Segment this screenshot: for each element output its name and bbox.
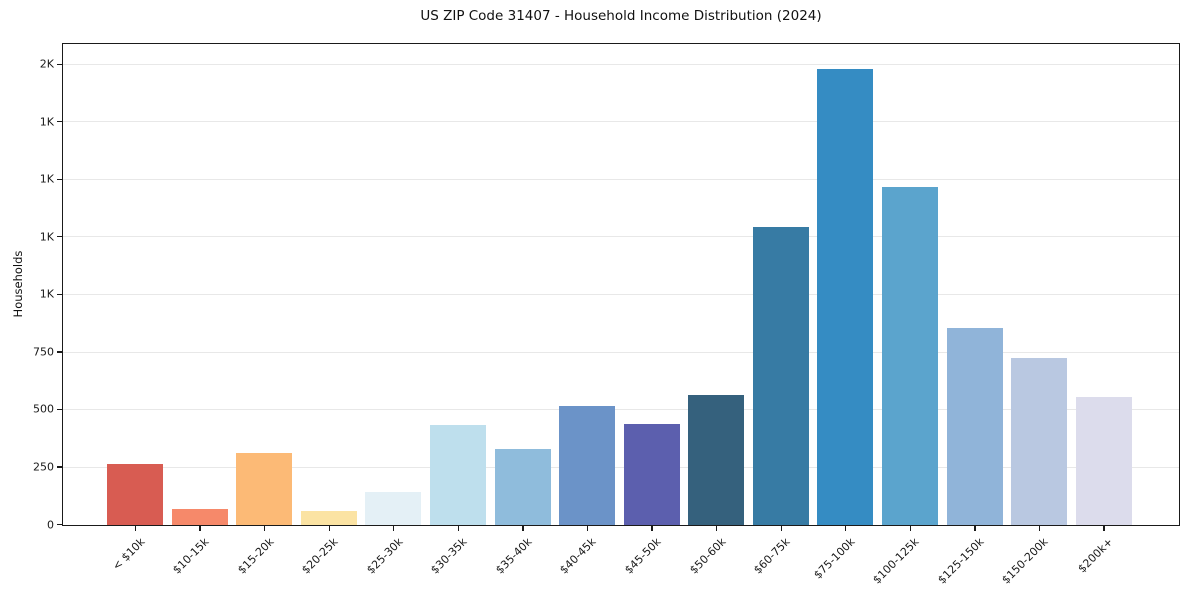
x-tick-mark: [134, 526, 137, 531]
bar: [1075, 397, 1132, 525]
y-tick-label: 1K: [39, 115, 54, 129]
bar: [1011, 358, 1068, 525]
bar: [623, 423, 680, 525]
y-tick-mark: [57, 63, 62, 65]
y-tick-label: 750: [33, 345, 54, 359]
gridline: [63, 351, 1179, 353]
x-tick-mark: [393, 526, 395, 531]
bar: [171, 508, 228, 525]
chart-title: US ZIP Code 31407 - Household Income Dis…: [420, 8, 822, 24]
gridline: [63, 236, 1179, 238]
y-tick-mark: [57, 293, 62, 296]
x-tick-mark: [780, 526, 782, 531]
y-tick-label: 1K: [39, 172, 54, 186]
gridline: [63, 121, 1179, 123]
x-tick-mark: [586, 526, 589, 531]
x-tick-mark: [1103, 526, 1105, 531]
bar: [300, 511, 357, 525]
gridline: [63, 466, 1179, 468]
x-tick-mark: [1038, 526, 1041, 531]
bar: [365, 491, 422, 525]
gridline: [63, 63, 1179, 65]
bar: [752, 226, 809, 525]
bar: [881, 186, 938, 525]
y-tick-label: 500: [33, 402, 54, 416]
bar: [429, 424, 486, 525]
y-tick-mark: [57, 236, 62, 238]
gridline: [63, 178, 1179, 180]
x-tick-mark: [328, 526, 330, 531]
y-tick-mark: [57, 351, 62, 353]
gridline: [63, 409, 1179, 411]
y-tick-mark: [57, 121, 62, 123]
bar: [946, 328, 1003, 525]
bar: [107, 464, 164, 525]
x-tick-mark: [909, 526, 911, 531]
x-tick-mark: [522, 526, 524, 531]
x-tick-mark: [974, 526, 976, 531]
x-tick-mark: [715, 526, 718, 531]
y-tick-label: 0: [47, 518, 54, 532]
plot-area: [62, 43, 1180, 526]
y-tick-mark: [57, 178, 62, 180]
y-tick-mark: [57, 408, 62, 411]
x-tick-mark: [651, 526, 653, 531]
x-tick-mark: [199, 526, 201, 531]
bar: [817, 69, 874, 525]
x-tick-mark: [845, 526, 847, 531]
bar: [494, 449, 551, 525]
y-tick-label: 250: [33, 460, 54, 474]
y-tick-mark: [57, 523, 62, 526]
y-tick-label: 1K: [39, 287, 54, 301]
bar: [559, 406, 616, 525]
bar: [688, 394, 745, 525]
bar: [236, 452, 293, 525]
x-tick-mark: [263, 526, 266, 531]
x-tick-mark: [457, 526, 459, 531]
gridline: [63, 293, 1179, 295]
y-tick-label: 2K: [39, 57, 54, 71]
y-tick-mark: [57, 466, 62, 468]
y-tick-label: 1K: [39, 230, 54, 244]
x-tick-label: < $10k: [109, 535, 147, 573]
